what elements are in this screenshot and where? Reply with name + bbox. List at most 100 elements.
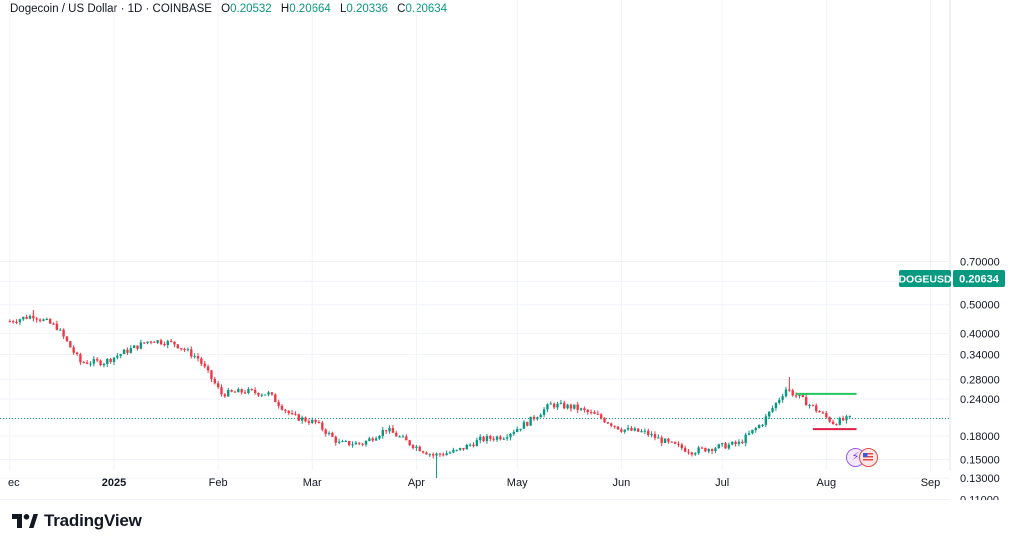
candle-body[interactable] bbox=[290, 413, 294, 415]
candle-body[interactable] bbox=[267, 392, 270, 395]
candle-body[interactable] bbox=[529, 416, 532, 426]
candle-body[interactable] bbox=[398, 436, 401, 438]
candle-body[interactable] bbox=[48, 319, 52, 324]
candle-body[interactable] bbox=[563, 402, 566, 409]
candle-body[interactable] bbox=[455, 449, 458, 451]
candle-body[interactable] bbox=[519, 428, 522, 430]
candle-body[interactable] bbox=[633, 428, 636, 431]
candle-body[interactable] bbox=[227, 389, 230, 397]
candle-body[interactable] bbox=[845, 416, 848, 421]
candle-body[interactable] bbox=[106, 358, 109, 364]
candle-body[interactable] bbox=[112, 357, 116, 363]
candle-body[interactable] bbox=[401, 436, 405, 438]
candle-body[interactable] bbox=[38, 319, 42, 321]
candle-body[interactable] bbox=[791, 390, 794, 396]
candle-body[interactable] bbox=[102, 363, 106, 366]
candle-body[interactable] bbox=[465, 444, 468, 450]
candle-body[interactable] bbox=[193, 356, 196, 358]
candle-body[interactable] bbox=[89, 363, 92, 365]
candle-body[interactable] bbox=[183, 348, 186, 351]
candle-body[interactable] bbox=[573, 404, 576, 409]
candle-body[interactable] bbox=[526, 422, 529, 426]
candle-body[interactable] bbox=[186, 349, 190, 351]
candle-body[interactable] bbox=[59, 329, 62, 331]
candle-body[interactable] bbox=[610, 423, 613, 426]
candle-body[interactable] bbox=[411, 445, 415, 449]
candle-body[interactable] bbox=[566, 404, 569, 409]
candle-body[interactable] bbox=[253, 389, 257, 393]
candle-body[interactable] bbox=[62, 329, 65, 337]
candle-body[interactable] bbox=[250, 389, 253, 391]
annotations-layer[interactable] bbox=[796, 392, 857, 431]
candle-body[interactable] bbox=[116, 355, 119, 358]
candle-body[interactable] bbox=[737, 441, 741, 444]
candle-body[interactable] bbox=[774, 402, 778, 409]
candle-body[interactable] bbox=[132, 345, 136, 349]
candle-body[interactable] bbox=[485, 436, 489, 441]
candle-body[interactable] bbox=[734, 441, 737, 444]
candle-body[interactable] bbox=[667, 438, 670, 442]
candle-body[interactable] bbox=[482, 436, 485, 441]
candle-body[interactable] bbox=[704, 447, 707, 452]
candle-body[interactable] bbox=[438, 453, 442, 455]
candle-body[interactable] bbox=[630, 427, 633, 431]
candle-body[interactable] bbox=[751, 429, 754, 434]
candle-body[interactable] bbox=[768, 411, 771, 417]
candle-body[interactable] bbox=[731, 441, 734, 445]
candle-body[interactable] bbox=[247, 389, 250, 394]
candle-body[interactable] bbox=[203, 363, 206, 367]
candle-body[interactable] bbox=[818, 411, 821, 413]
candle-body[interactable] bbox=[92, 359, 96, 364]
candle-body[interactable] bbox=[300, 417, 304, 421]
candle-body[interactable] bbox=[354, 442, 358, 445]
candle-body[interactable] bbox=[163, 344, 166, 346]
candle-body[interactable] bbox=[52, 323, 55, 325]
candle-body[interactable] bbox=[724, 443, 727, 449]
candle-body[interactable] bbox=[804, 397, 808, 406]
candle-body[interactable] bbox=[626, 427, 630, 430]
candle-body[interactable] bbox=[821, 412, 825, 414]
candle-body[interactable] bbox=[230, 389, 233, 392]
candle-body[interactable] bbox=[42, 319, 45, 321]
candle-body[interactable] bbox=[280, 405, 284, 410]
candle-body[interactable] bbox=[314, 419, 317, 423]
candle-body[interactable] bbox=[532, 416, 536, 420]
candle-body[interactable] bbox=[381, 430, 384, 436]
candle-body[interactable] bbox=[72, 347, 75, 353]
candle-body[interactable] bbox=[260, 394, 264, 396]
candle-body[interactable] bbox=[647, 430, 650, 436]
candle-body[interactable] bbox=[12, 321, 15, 323]
candle-body[interactable] bbox=[744, 434, 747, 444]
candle-body[interactable] bbox=[432, 454, 435, 456]
candle-body[interactable] bbox=[361, 443, 364, 445]
candle-body[interactable] bbox=[509, 433, 512, 438]
candle-body[interactable] bbox=[603, 418, 606, 423]
candle-body[interactable] bbox=[781, 396, 784, 400]
candle-body[interactable] bbox=[304, 417, 307, 422]
candle-body[interactable] bbox=[28, 315, 32, 319]
candle-body[interactable] bbox=[448, 452, 452, 454]
candle-body[interactable] bbox=[240, 389, 243, 393]
candle-body[interactable] bbox=[764, 416, 768, 425]
candle-body[interactable] bbox=[657, 437, 660, 439]
candle-body[interactable] bbox=[771, 408, 774, 412]
candle-body[interactable] bbox=[794, 395, 798, 397]
candle-body[interactable] bbox=[311, 419, 314, 423]
candle-body[interactable] bbox=[287, 410, 290, 414]
candle-body[interactable] bbox=[838, 418, 841, 425]
candle-body[interactable] bbox=[391, 428, 395, 433]
candle-body[interactable] bbox=[546, 404, 549, 410]
candle-body[interactable] bbox=[284, 409, 287, 411]
candle-body[interactable] bbox=[616, 426, 620, 430]
candle-body[interactable] bbox=[798, 395, 801, 397]
candle-body[interactable] bbox=[82, 362, 85, 364]
candle-body[interactable] bbox=[462, 447, 465, 450]
candle-body[interactable] bbox=[351, 444, 354, 446]
candle-body[interactable] bbox=[650, 434, 653, 436]
price-chart[interactable]: 0.700000.600000.500000.400000.340000.280… bbox=[0, 0, 1024, 500]
candle-body[interactable] bbox=[714, 448, 717, 452]
candle-body[interactable] bbox=[65, 336, 69, 342]
candle-body[interactable] bbox=[778, 399, 781, 403]
candle-body[interactable] bbox=[257, 392, 260, 396]
candle-body[interactable] bbox=[18, 319, 22, 323]
